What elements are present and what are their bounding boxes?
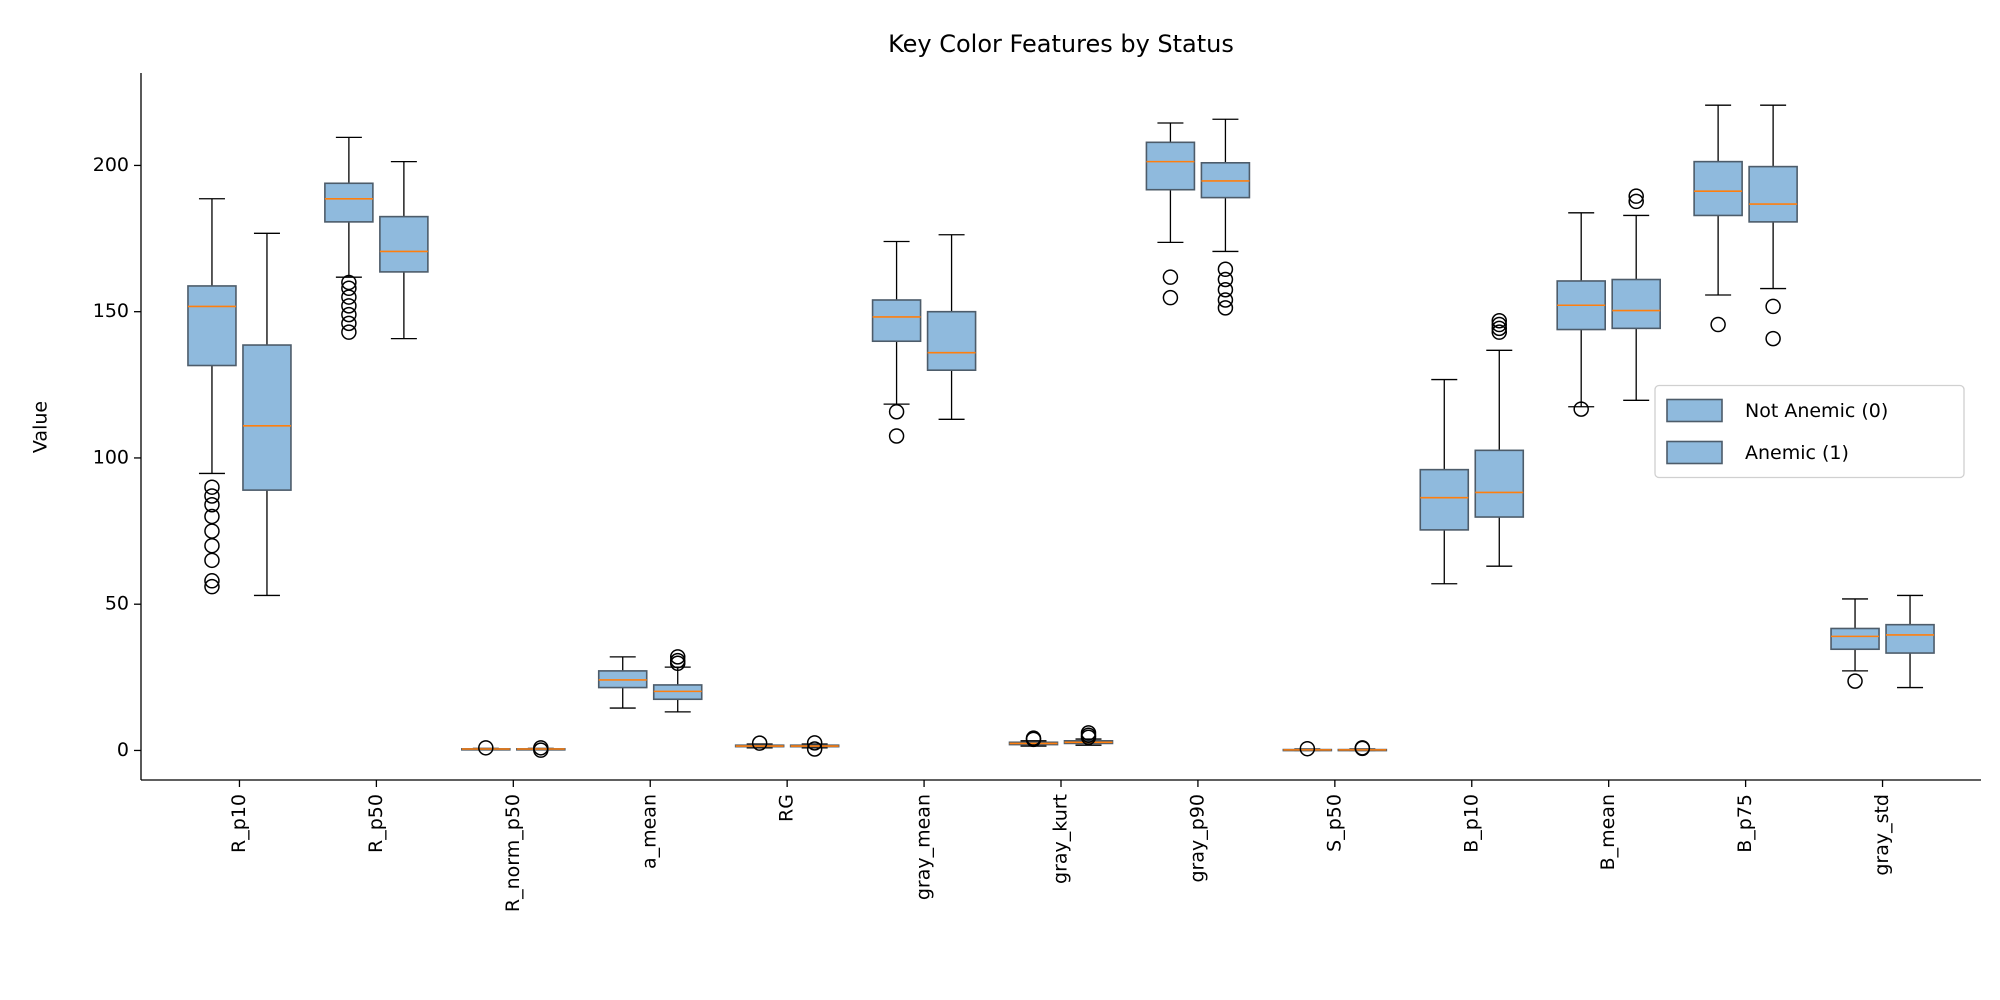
outlier xyxy=(204,496,220,513)
box xyxy=(187,285,237,367)
outlier xyxy=(341,298,357,314)
outlier xyxy=(1765,298,1781,315)
outlier xyxy=(1847,673,1863,689)
outlier xyxy=(1217,261,1234,278)
outlier xyxy=(204,479,220,495)
outlier xyxy=(1217,282,1234,298)
outlier xyxy=(341,289,357,305)
y-tick-label: 100 xyxy=(93,446,129,468)
outlier xyxy=(669,649,686,665)
box xyxy=(1474,449,1525,518)
box xyxy=(871,299,922,343)
box xyxy=(379,215,429,273)
outlier xyxy=(751,735,768,751)
x-tick-label: a_mean xyxy=(639,794,661,869)
outlier xyxy=(1491,316,1508,333)
outlier xyxy=(669,655,686,672)
box xyxy=(1748,165,1798,223)
box xyxy=(1830,627,1880,651)
outlier xyxy=(888,403,905,420)
box xyxy=(926,310,977,371)
legend-label: Anemic (1) xyxy=(1745,442,1849,464)
x-tick-label: R_p50 xyxy=(365,794,387,853)
outlier xyxy=(204,552,220,569)
x-tick-label: S_p50 xyxy=(1323,794,1345,852)
x-tick-label: gray_p90 xyxy=(1186,794,1208,883)
outlier xyxy=(341,324,357,340)
outlier xyxy=(1217,292,1234,308)
x-tick-label: gray_kurt xyxy=(1050,794,1072,884)
x-tick-label: R_norm_p50 xyxy=(502,794,524,912)
outlier xyxy=(1710,316,1726,333)
box xyxy=(1419,468,1470,531)
chart-title: Key Color Features by Status xyxy=(888,30,1234,58)
x-tick-label: gray_std xyxy=(1871,794,1893,876)
y-axis-label: Value xyxy=(30,401,52,453)
outlier xyxy=(1573,401,1589,417)
box xyxy=(1611,278,1661,330)
y-tick-label: 50 xyxy=(105,593,129,615)
y-tick-label: 0 xyxy=(117,739,129,761)
outlier xyxy=(1354,740,1371,756)
outlier xyxy=(204,573,220,589)
outlier xyxy=(1491,324,1508,340)
outlier xyxy=(1217,300,1234,316)
outlier xyxy=(1162,269,1179,285)
outlier xyxy=(1217,271,1234,288)
legend-swatch xyxy=(1666,440,1723,465)
outlier xyxy=(478,740,494,756)
legend-swatch xyxy=(1666,398,1723,423)
outlier xyxy=(806,741,823,757)
x-tick-label: B_p75 xyxy=(1734,794,1756,853)
outlier xyxy=(1025,730,1042,746)
outlier xyxy=(204,488,220,504)
outlier xyxy=(888,428,905,444)
outlier xyxy=(341,306,357,323)
box xyxy=(1145,141,1196,191)
x-tick-label: B_mean xyxy=(1597,794,1619,870)
outlier xyxy=(1628,193,1644,210)
outlier xyxy=(1162,289,1179,306)
outlier xyxy=(806,735,823,751)
outlier xyxy=(341,315,357,332)
outlier xyxy=(341,280,357,297)
x-tick-label: gray_mean xyxy=(913,794,935,900)
x-tick-label: B_p10 xyxy=(1460,794,1482,853)
outlier xyxy=(1491,320,1508,337)
outlier xyxy=(1080,725,1097,741)
outlier xyxy=(1491,313,1508,329)
x-tick-label: RG xyxy=(776,794,798,822)
x-tick-label: R_p10 xyxy=(228,794,250,853)
legend-label: Not Anemic (0) xyxy=(1745,400,1888,422)
box xyxy=(1885,623,1935,654)
box xyxy=(1693,160,1743,217)
legend-frame xyxy=(1654,384,1965,479)
box xyxy=(242,344,292,491)
y-tick-label: 200 xyxy=(93,154,129,176)
y-tick-label: 150 xyxy=(93,300,129,322)
box xyxy=(324,182,374,223)
outlier xyxy=(1765,330,1781,347)
outlier xyxy=(1299,740,1316,757)
outlier xyxy=(204,578,220,595)
outlier xyxy=(533,740,549,756)
outlier xyxy=(1628,188,1644,204)
